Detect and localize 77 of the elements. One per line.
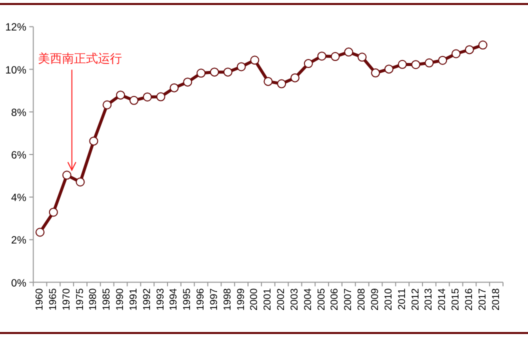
point [304,59,313,68]
point [452,49,461,58]
x-tick-label: 1970 [61,288,72,311]
point [129,96,138,105]
x-tick-label: 1998 [222,288,234,311]
x-tick-label: 1993 [155,288,166,311]
point [62,170,72,180]
point [156,92,166,102]
x-tick-label: 1990 [115,288,126,311]
point [116,90,126,100]
point [438,56,448,65]
point [210,68,219,77]
x-tick-label: 2010 [383,288,394,311]
x-tick-label: 1996 [196,288,207,311]
x-tick-label: 1992 [142,288,153,311]
point [36,228,45,237]
x-tick-label: 2002 [276,288,288,311]
point [344,48,354,57]
y-tick-label: 4% [11,192,26,204]
point [371,68,380,78]
point [196,68,206,78]
point [358,52,367,62]
point [142,92,152,102]
x-tick-label: 2016 [464,288,475,311]
x-tick-label: 1994 [168,288,180,311]
x-tick-label: 1965 [48,288,59,311]
point [223,68,232,77]
x-tick-label: 1991 [128,288,140,311]
point [89,136,98,146]
x-tick-label: 2004 [302,288,314,311]
x-tick-label: 2003 [289,288,300,311]
x-tick-label: 2011 [396,288,408,310]
point [411,60,420,70]
x-tick-label: 1960 [34,288,46,311]
y-tick-label: 0% [11,277,26,290]
point [424,58,434,68]
x-tick-label: 1980 [88,288,100,311]
x-tick-label: 2005 [316,288,328,311]
x-tick-label: 2001 [262,288,274,311]
x-tick-label: 2013 [424,288,435,311]
x-tick-label: 2017 [477,288,488,311]
x-tick-label: 1975 [74,288,86,311]
point [290,73,300,82]
x-tick-label: 2009 [370,288,382,311]
x-tick-label: 1999 [236,288,247,311]
point [183,78,192,87]
x-tick-label: 1995 [182,288,194,311]
point [277,79,286,88]
point [264,76,273,86]
y-tick-label: 6% [11,150,26,162]
x-tick-label: 2006 [330,288,341,311]
point [478,40,488,50]
point [236,62,246,72]
x-tick-label: 2015 [450,288,462,311]
point [384,64,394,74]
point [398,60,407,69]
x-tick-label: 1997 [208,288,220,311]
point [250,56,260,65]
y-tick-label: 2% [11,234,26,247]
x-tick-label: 2014 [437,288,448,311]
x-tick-label: 2018 [490,288,502,311]
x-tick-label: 2007 [343,288,354,311]
point [102,100,112,110]
point [330,52,340,62]
annotation: 美西南正式运行 [38,52,122,66]
y-tick-label: 10% [5,64,26,76]
x-tick-label: 1985 [102,288,113,311]
x-tick-label: 2012 [410,288,422,311]
x-tick-label: 2008 [356,288,368,311]
point [317,52,326,61]
point [76,177,85,186]
y-tick-label: 12% [5,22,26,34]
y-tick-label: 8% [11,106,26,119]
point [48,208,58,217]
point [170,83,179,92]
x-tick-label: 2000 [249,288,260,311]
point [464,45,474,54]
